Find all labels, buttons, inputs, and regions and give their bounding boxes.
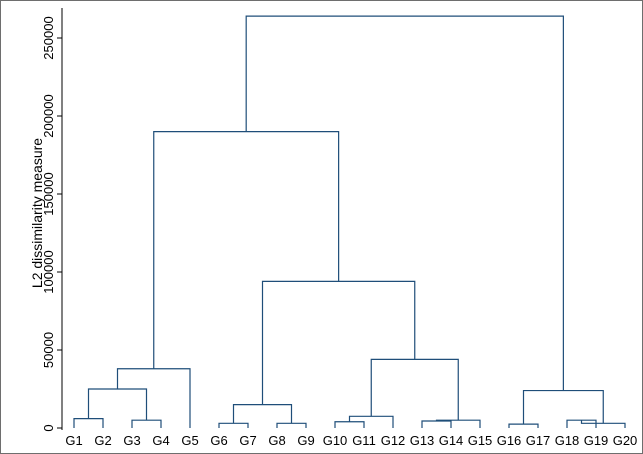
y-tick-label-150000: 150000 [41, 172, 56, 215]
leaf-label-g17: G17 [526, 433, 551, 448]
leaf-label-g7: G7 [239, 433, 256, 448]
leaf-labels: G1 G2 G3 G4 G5 G6 G7 G8 G9 G10 G11 G12 G13 G14 G15 G16 G… [65, 433, 637, 448]
leaf-label-g11: G11 [352, 433, 376, 448]
y-tick-label-50000: 50000 [41, 332, 56, 368]
link-c12 [370, 358, 459, 421]
leaf-label-g9: G9 [297, 433, 314, 448]
link-c15 [508, 423, 539, 428]
leaf-label-g15: G15 [468, 433, 493, 448]
leaf-label-g4: G4 [152, 433, 169, 448]
leaf-label-g6: G6 [210, 433, 227, 448]
link-c14 [153, 131, 340, 369]
link-c10 [421, 420, 452, 428]
leaf-label-g20: G20 [613, 433, 638, 448]
leaf-label-g12: G12 [381, 433, 406, 448]
link-c13 [261, 280, 416, 405]
y-axis-ticks: 0 50000 100000 150000 200000 250000 [41, 16, 62, 432]
link-c1 [73, 418, 104, 428]
leaf-label-g19: G19 [584, 433, 609, 448]
link-c4 [116, 368, 191, 428]
link-c6 [276, 422, 307, 428]
y-axis-label: L2 dissimilarity measure [29, 138, 45, 288]
dendrogram-links [73, 15, 626, 428]
link-c5 [218, 422, 249, 428]
leaf-label-g1: G1 [65, 433, 82, 448]
link-c7 [232, 404, 293, 424]
leaf-label-g8: G8 [268, 433, 285, 448]
link-c2 [131, 419, 162, 428]
y-tick-label-100000: 100000 [41, 250, 56, 293]
y-tick-label-0: 0 [41, 424, 56, 431]
link-c3 [87, 388, 148, 421]
leaf-label-g5: G5 [181, 433, 198, 448]
link-c8 [334, 421, 365, 428]
leaf-label-g16: G16 [497, 433, 522, 448]
y-tick-label-250000: 250000 [41, 16, 56, 59]
leaf-label-g18: G18 [555, 433, 580, 448]
link-c18 [522, 389, 604, 425]
link-c19 [245, 15, 564, 391]
leaf-label-g2: G2 [94, 433, 111, 448]
leaf-label-g13: G13 [410, 433, 435, 448]
leaf-label-g10: G10 [323, 433, 348, 448]
leaf-label-g14: G14 [439, 433, 464, 448]
y-tick-label-200000: 200000 [41, 94, 56, 137]
leaf-label-g3: G3 [123, 433, 140, 448]
